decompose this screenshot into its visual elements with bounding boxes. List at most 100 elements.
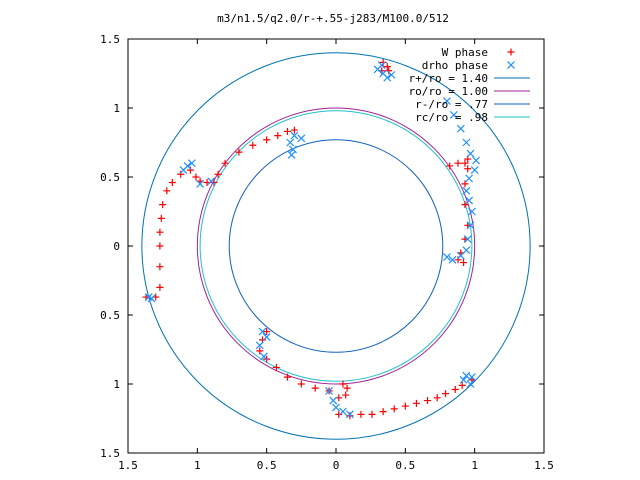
marker-w-phase: [357, 410, 365, 418]
marker-w-phase: [442, 390, 450, 398]
marker-w-phase: [156, 228, 164, 236]
marker-w-phase: [214, 170, 222, 178]
marker-drho-phase: [255, 341, 264, 350]
marker-w-phase: [274, 132, 282, 140]
x-tick-label: 0.5: [257, 459, 277, 472]
marker-drho-phase: [467, 207, 476, 216]
marker-w-phase: [368, 410, 376, 418]
marker-drho-phase: [286, 138, 295, 147]
y-tick-label: 1: [113, 102, 120, 115]
marker-drho-phase: [187, 159, 196, 168]
marker-drho-phase: [297, 134, 306, 143]
marker-w-phase: [159, 201, 167, 209]
x-tick-label: 1: [194, 459, 201, 472]
marker-drho-phase: [179, 166, 188, 175]
marker-w-phase: [263, 328, 271, 336]
marker-w-phase: [290, 126, 298, 134]
x-tick-label: 1: [471, 459, 478, 472]
marker-drho-phase: [377, 61, 386, 70]
legend-label: ro/ro = 1.00: [409, 85, 488, 98]
legend-swatch: [507, 61, 515, 69]
marker-drho-phase: [259, 352, 268, 361]
marker-w-phase: [221, 159, 229, 167]
marker-drho-phase: [329, 396, 338, 405]
marker-drho-phase: [262, 333, 271, 342]
y-tick-label: 0.5: [100, 171, 120, 184]
marker-w-phase: [412, 399, 420, 407]
marker-w-phase: [454, 159, 462, 167]
marker-drho-phase: [387, 70, 396, 79]
marker-w-phase: [339, 380, 347, 388]
marker-w-phase: [401, 402, 409, 410]
marker-drho-phase: [448, 255, 457, 264]
y-tick-label: 0.5: [100, 309, 120, 322]
marker-w-phase: [461, 180, 469, 188]
marker-w-phase: [186, 166, 194, 174]
marker-drho-phase: [339, 407, 347, 416]
marker-w-phase: [157, 214, 165, 222]
marker-w-phase: [454, 256, 462, 264]
marker-drho-phase: [443, 97, 451, 106]
marker-w-phase: [461, 201, 469, 209]
marker-drho-phase: [290, 131, 299, 140]
marker-w-phase: [379, 408, 387, 416]
marker-drho-phase: [459, 375, 468, 384]
marker-w-phase: [168, 179, 176, 187]
marker-drho-phase: [467, 373, 476, 382]
marker-w-phase: [235, 148, 243, 156]
marker-w-phase: [461, 159, 469, 167]
marker-drho-phase: [196, 179, 205, 188]
marker-drho-phase: [462, 186, 471, 195]
legend-label: r-/ro = .77: [415, 98, 488, 111]
marker-w-phase: [297, 380, 305, 388]
marker-w-phase: [433, 394, 441, 402]
x-tick-label: 0.5: [395, 459, 415, 472]
marker-drho-phase: [345, 410, 354, 419]
marker-drho-phase: [456, 124, 465, 133]
marker-w-phase: [163, 187, 171, 195]
marker-w-phase: [446, 162, 454, 170]
marker-w-phase: [263, 136, 271, 144]
marker-drho-phase: [466, 149, 475, 158]
legend-label: drho phase: [422, 59, 488, 72]
marker-drho-phase: [332, 403, 340, 412]
marker-drho-phase: [470, 166, 479, 175]
marker-drho-phase: [466, 221, 475, 230]
marker-drho-phase: [463, 235, 472, 244]
legend-label: W phase: [442, 46, 488, 59]
marker-w-phase: [343, 384, 351, 392]
x-tick-label: 0: [333, 459, 340, 472]
marker-drho-phase: [443, 253, 451, 261]
y-tick-label: 0: [113, 240, 120, 253]
marker-drho-phase: [456, 251, 465, 260]
marker-w-phase: [256, 347, 264, 355]
y-tick-label: 1.5: [100, 33, 120, 46]
circle-3: [199, 110, 473, 382]
marker-drho-phase: [147, 294, 156, 303]
reference-circles: [141, 52, 531, 440]
data-markers: [142, 58, 480, 420]
marker-drho-phase: [287, 150, 296, 159]
marker-w-phase: [177, 170, 185, 178]
legend-label: rc/ro = .98: [415, 111, 488, 124]
y-tick-label: 1: [113, 378, 120, 391]
marker-w-phase: [156, 263, 164, 271]
legend-label: r+/ro = 1.40: [409, 72, 488, 85]
marker-w-phase: [451, 386, 459, 394]
chart-title: m3/n1.5/q2.0/r-+.55-j283/M100.0/512: [217, 12, 449, 25]
marker-w-phase: [379, 58, 387, 66]
marker-w-phase: [156, 242, 164, 250]
marker-w-phase: [272, 363, 280, 371]
circle-2: [228, 139, 444, 353]
marker-w-phase: [283, 373, 291, 381]
circle-0: [141, 52, 531, 440]
marker-drho-phase: [465, 174, 474, 183]
marker-w-phase: [249, 141, 257, 149]
marker-w-phase: [458, 381, 466, 389]
marker-drho-phase: [466, 380, 475, 388]
marker-drho-phase: [462, 138, 471, 147]
marker-w-phase: [156, 283, 164, 291]
